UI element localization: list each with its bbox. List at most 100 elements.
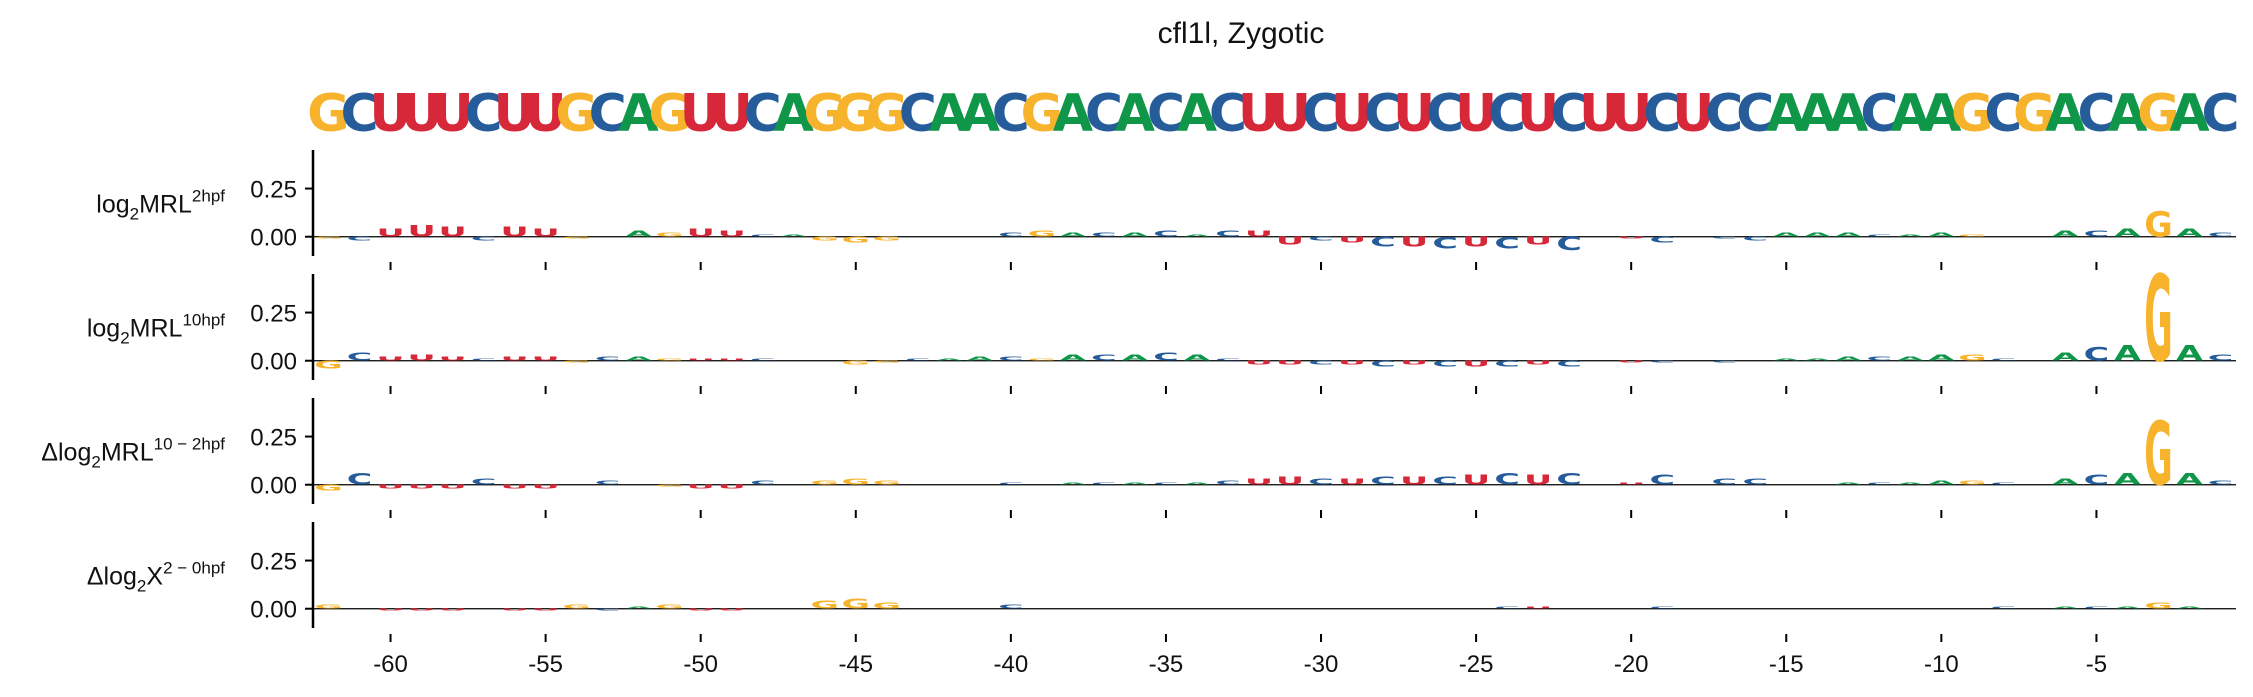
logo-letter: U [1338, 235, 1366, 244]
sequence-letter: U [1393, 84, 1435, 144]
logo-letter: G [2144, 602, 2173, 611]
track-label: Δlog2X2 − 0hpf [87, 559, 225, 596]
x-tick-label: -25 [1459, 651, 1494, 678]
sequence-letter: C [1302, 84, 1340, 144]
logo-letter: U [1245, 230, 1273, 239]
logo-letter: G [842, 478, 871, 487]
logo-letter: A [2114, 227, 2141, 239]
sequence-letter: C [1550, 84, 1588, 144]
logo-letter: A [625, 356, 653, 362]
sequence-letter: G [648, 84, 691, 144]
logo-letter: G [1028, 358, 1057, 361]
logo-letter: A [1059, 232, 1087, 238]
logo-letter: C [1867, 234, 1892, 237]
logo-letter: U [1524, 473, 1552, 488]
logo-letter: C [1370, 235, 1396, 250]
logo-letter: A [1835, 232, 1863, 238]
logo-letter: G [562, 604, 591, 610]
logo-letter: A [2052, 606, 2079, 609]
logo-letter: G [314, 604, 343, 610]
y-tick-label: 0.25 [250, 549, 297, 576]
logo-letter: C [1742, 478, 1768, 487]
x-tick-label: -45 [838, 651, 873, 678]
logo-letter: A [1897, 482, 1924, 485]
logo-letter: U [407, 484, 435, 490]
sequence-letter: G [555, 84, 598, 144]
logo-letter: C [1215, 480, 1241, 486]
sequence-letter: U [1238, 84, 1280, 144]
logo-letter: C [1711, 360, 1736, 363]
sequence-letter: C [1860, 84, 1898, 144]
sequence-letter: U [1269, 84, 1311, 144]
logo-letter: A [1773, 358, 1800, 361]
logo-letter: C [347, 471, 373, 489]
logo-letter: A [2176, 606, 2203, 609]
logo-letter: G [842, 360, 871, 366]
logo-letter: C [1494, 471, 1520, 489]
logo-letter: U [376, 227, 404, 239]
logo-letter: G [2144, 206, 2173, 246]
logo-letter: U [1524, 235, 1552, 247]
logo-letter: A [1059, 482, 1086, 485]
logo-letter: G [2144, 251, 2173, 389]
logo-letter: G [562, 236, 591, 239]
logo-letter: C [1091, 232, 1117, 238]
logo-letter: G [1958, 480, 1987, 486]
sequence-letter: U [1455, 84, 1497, 144]
logo-letter: C [347, 236, 373, 242]
logo-letter: C [2084, 606, 2109, 609]
logo-letter: U [1524, 360, 1552, 366]
logo-letter: C [471, 478, 497, 487]
logo-letter: U [1276, 475, 1304, 487]
x-tick-label: -15 [1769, 651, 1804, 678]
logo-letter: U [1276, 360, 1304, 366]
logo-letter: A [1773, 232, 1801, 238]
logo-letter: U [500, 356, 528, 362]
logo-letter: C [1153, 482, 1178, 485]
logo-letter: C [1308, 360, 1334, 366]
x-tick-label: -35 [1149, 651, 1184, 678]
sequence-letter: A [2107, 84, 2147, 144]
y-tick-label: 0.00 [250, 597, 297, 624]
logo-letter: A [1184, 482, 1211, 485]
x-axis: -60 -55 -50 -45 -40 -35 -30 -25 -20 -15 -10 -5 [373, 651, 2107, 678]
logo-letter: C [750, 358, 775, 361]
sequence-letter: C [1705, 84, 1743, 144]
logo-letter: C [595, 480, 621, 486]
sequence-letter: C [899, 84, 937, 144]
logo-letter: A [2176, 471, 2203, 489]
sequence-letter: C [1643, 84, 1681, 144]
logo-letter: C [595, 608, 620, 611]
logo-letter: C [1432, 475, 1457, 487]
sequence-letter: G [1951, 84, 1994, 144]
logo-letter: C [1091, 482, 1116, 485]
sequence-letter: U [493, 84, 535, 144]
logo-letter: U [1400, 360, 1428, 366]
logo-letter: C [471, 358, 496, 361]
logo-letter: A [966, 356, 994, 362]
logo-letter: A [1184, 234, 1211, 237]
logo-letter: U [1462, 235, 1490, 250]
sequence-letter: G [2013, 84, 2056, 144]
logo-letter: G [655, 232, 684, 238]
y-tick-label: 0.25 [250, 177, 297, 204]
sequence-letter: A [774, 84, 814, 144]
sequence-letter: C [1364, 84, 1402, 144]
logo-letter: C [1742, 236, 1768, 242]
logo-letter: C [905, 358, 930, 361]
logo-letter: G [811, 236, 840, 242]
sequence-letter: G [307, 84, 350, 144]
sequence-letter: C [1426, 84, 1464, 144]
logo-letter: C [1867, 482, 1892, 485]
logo-letter: G [562, 360, 591, 363]
sequence-letter: A [1797, 84, 1837, 144]
logo-letter: G [314, 236, 343, 239]
logo-letter: C [2208, 232, 2234, 238]
logo-letter: U [376, 608, 404, 611]
sequence-letter: U [400, 84, 442, 144]
logo-letter: G [655, 604, 684, 610]
y-tick-label: 0.00 [250, 473, 297, 500]
logo-letter: C [750, 480, 776, 486]
